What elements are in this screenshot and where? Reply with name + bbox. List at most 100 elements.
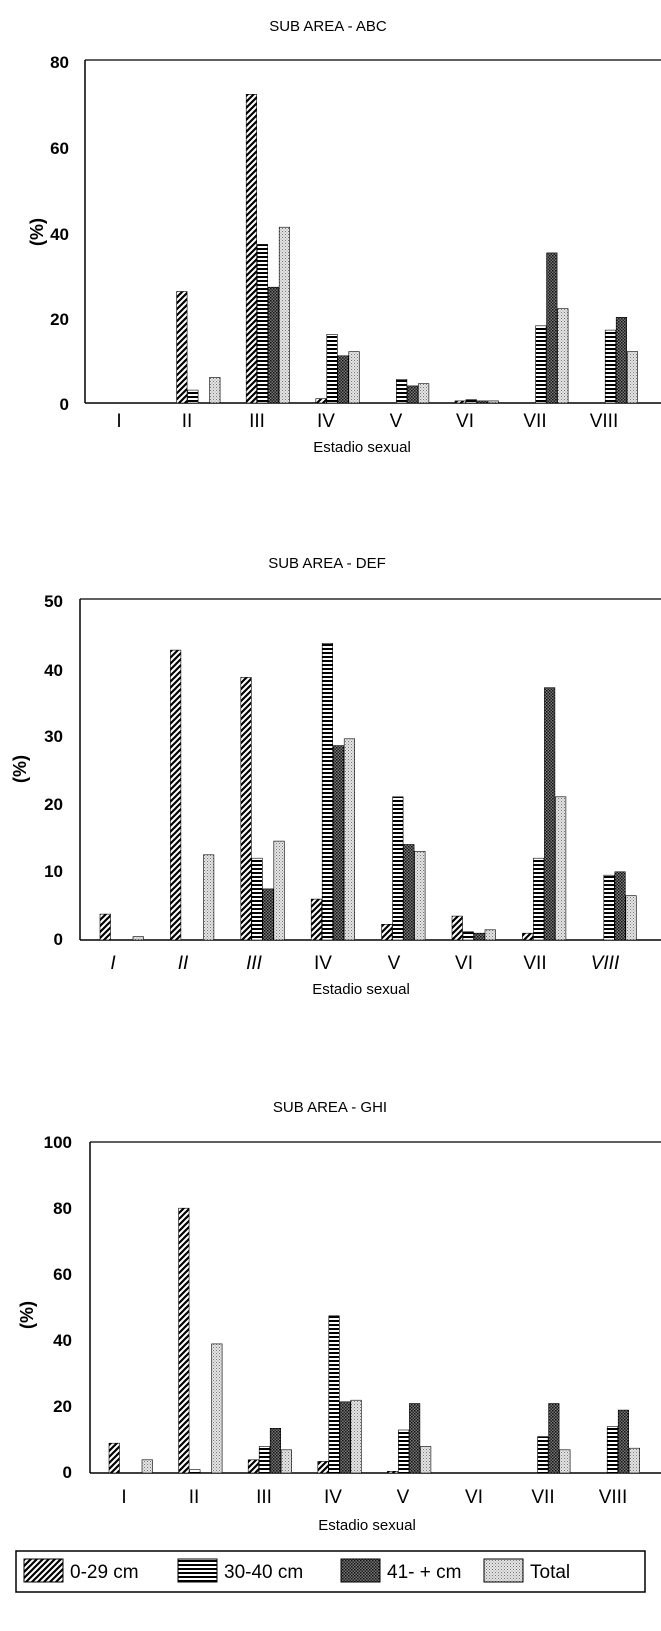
bar-series-total-VII xyxy=(555,796,567,941)
x-tick-label: IV xyxy=(324,1487,342,1508)
x-tick-label: VI xyxy=(465,1487,483,1508)
bar-series-total-V xyxy=(418,383,430,404)
bar-series-total-VII xyxy=(557,308,569,404)
bar-series-30-40cm-V xyxy=(392,796,404,941)
y-tick-label: 60 xyxy=(50,139,69,158)
bar-series-0-29cm-II xyxy=(178,1207,190,1474)
x-tick-label: I xyxy=(116,411,121,432)
bar-series-30-40cm-III xyxy=(256,244,269,404)
bar-series-total-VI xyxy=(484,929,496,941)
bar-series-41plus-cm-IV xyxy=(332,745,345,941)
x-tick-label: I xyxy=(110,953,116,974)
legend-swatch-horizontal xyxy=(177,1558,218,1583)
x-tick-label: V xyxy=(388,953,401,974)
legend-swatch-diagonal xyxy=(23,1558,64,1583)
y-tick-label: 0 xyxy=(54,930,63,949)
bar-series-0-29cm-V xyxy=(387,1471,399,1474)
bar-series-total-I xyxy=(132,936,144,941)
x-tick-label: IV xyxy=(314,953,332,974)
x-axis-label: Estadio sexual xyxy=(312,981,410,998)
y-tick-label: 80 xyxy=(53,1199,72,1218)
bar-series-total-VIII xyxy=(626,351,639,404)
bar-series-30-40cm-V xyxy=(396,379,408,404)
bar-series-0-29cm-III xyxy=(240,677,252,941)
bar-series-total-II xyxy=(203,854,215,941)
bar-series-total-VIII xyxy=(625,895,637,941)
bar-series-30-40cm-III xyxy=(258,1446,271,1474)
y-tick-label: 0 xyxy=(60,395,69,414)
bar-series-total-III xyxy=(273,840,285,941)
bar-series-41plus-cm-V xyxy=(403,844,415,941)
legend-frame xyxy=(15,1550,646,1593)
bar-series-total-I xyxy=(141,1459,153,1474)
bar-series-0-29cm-IV xyxy=(315,398,327,404)
y-tick-label: 80 xyxy=(50,53,69,72)
x-tick-label: VII xyxy=(531,1487,554,1508)
x-tick-label: VII xyxy=(523,953,546,974)
bar-series-0-29cm-VI xyxy=(451,915,463,941)
bar-series-41plus-cm-VII xyxy=(548,1403,560,1474)
bar-series-41plus-cm-VIII xyxy=(614,871,626,941)
bar-series-30-40cm-II xyxy=(189,1469,201,1474)
y-tick-label: 40 xyxy=(44,661,63,680)
bar-series-30-40cm-IV xyxy=(321,642,334,941)
bar-series-total-V xyxy=(420,1446,432,1474)
chart-abc: SUB AREA - ABC (%) 80 60 40 20 0 I II II… xyxy=(27,18,661,456)
y-axis-label: (%) xyxy=(17,1301,37,1329)
chart-title: SUB AREA - DEF xyxy=(268,555,386,572)
bar-series-41plus-cm-III xyxy=(269,1428,282,1474)
bar-series-30-40cm-VII xyxy=(537,1436,549,1474)
bars xyxy=(176,94,639,404)
bar-series-0-29cm-II xyxy=(176,291,188,404)
x-tick-label: VI xyxy=(455,953,473,974)
legend-label: 0-29 cm xyxy=(70,1562,139,1583)
legend-label: Total xyxy=(530,1562,570,1583)
y-tick-label: 0 xyxy=(63,1463,72,1482)
y-axis-label: (%) xyxy=(27,218,47,246)
x-tick-label: II xyxy=(182,411,193,432)
x-tick-label: I xyxy=(121,1487,126,1508)
legend-swatch-dots xyxy=(483,1558,524,1583)
x-tick-labels: I II III IV V VI VII VIII xyxy=(121,1487,627,1508)
bar-series-41plus-cm-V xyxy=(409,1403,421,1474)
y-tick-label: 20 xyxy=(50,310,69,329)
y-axis-label: (%) xyxy=(10,755,30,783)
bar-series-0-29cm-II xyxy=(170,649,182,941)
bar-series-41plus-cm-VII xyxy=(546,252,558,404)
bar-series-30-40cm-II xyxy=(187,389,199,404)
y-tick-label: 20 xyxy=(53,1397,72,1416)
legend: 0-29 cm 30-40 cm 41- + cm Total xyxy=(15,1550,646,1593)
bar-series-30-40cm-IV xyxy=(328,1315,340,1474)
bar-series-41plus-cm-VII xyxy=(544,687,556,941)
bar-series-41plus-cm-VI xyxy=(476,400,488,404)
x-axis-label: Estadio sexual xyxy=(318,1517,416,1534)
bar-series-41plus-cm-IV xyxy=(339,1401,351,1474)
x-tick-label: II xyxy=(189,1487,200,1508)
chart-title: SUB AREA - ABC xyxy=(269,18,387,35)
bar-series-0-29cm-IV xyxy=(317,1461,329,1474)
bar-series-0-29cm-IV xyxy=(310,898,323,941)
bar-series-41plus-cm-VI xyxy=(473,932,485,941)
y-tick-label: 60 xyxy=(53,1265,72,1284)
bar-series-total-IV xyxy=(343,738,356,941)
y-tick-label: 100 xyxy=(44,1133,72,1152)
bar-series-0-29cm-III xyxy=(245,94,257,404)
bars xyxy=(108,1207,641,1474)
bar-series-0-29cm-VII xyxy=(522,932,534,941)
legend-label: 41- + cm xyxy=(387,1562,461,1583)
y-tick-labels: 80 60 40 20 0 xyxy=(50,53,69,414)
bar-series-0-29cm-I xyxy=(99,913,111,941)
bar-series-30-40cm-III xyxy=(251,857,263,941)
x-tick-label: III xyxy=(256,1487,272,1508)
x-tick-label: III xyxy=(249,411,265,432)
bar-series-41plus-cm-VIII xyxy=(617,1409,630,1474)
bar-series-total-VII xyxy=(559,1449,571,1474)
bar-series-total-VI xyxy=(487,400,499,404)
bar-series-0-29cm-VI xyxy=(454,400,466,404)
x-tick-label: V xyxy=(397,1487,410,1508)
bar-series-30-40cm-VIII xyxy=(604,329,617,404)
bar-series-total-VIII xyxy=(628,1447,641,1474)
bar-series-30-40cm-VI xyxy=(465,399,477,404)
bars xyxy=(99,642,637,941)
